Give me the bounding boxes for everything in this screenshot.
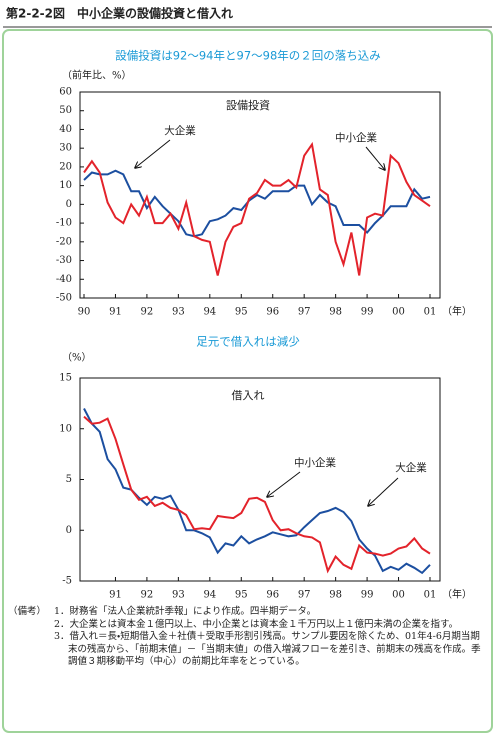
series-line bbox=[83, 415, 431, 574]
x-tick-label: 96 bbox=[266, 307, 279, 318]
y-tick-label: -40 bbox=[56, 274, 72, 285]
y-tick-label: -30 bbox=[56, 255, 72, 266]
x-tick-label: 99 bbox=[361, 307, 374, 318]
x-tick-label: 95 bbox=[235, 307, 248, 318]
y-tick-label: -20 bbox=[56, 236, 72, 247]
x-tick-label: 01 bbox=[424, 590, 437, 601]
inner-title: 設備投資 bbox=[226, 98, 270, 112]
x-tick-label: 91 bbox=[109, 307, 122, 318]
y-tick-label: -10 bbox=[56, 218, 72, 229]
notes-label: （備考） bbox=[8, 606, 47, 617]
panel-frame bbox=[2, 29, 493, 733]
y-axis-label: （前年比、%） bbox=[62, 69, 132, 82]
x-tick-label: 93 bbox=[172, 590, 185, 601]
figure-title: 第2-2-2図 中小企業の設備投資と借入れ bbox=[5, 6, 233, 21]
x-axis-label: （年） bbox=[442, 588, 472, 601]
x-tick-label: 97 bbox=[298, 590, 311, 601]
y-tick-label: 15 bbox=[59, 373, 72, 384]
y-tick-label: 10 bbox=[59, 180, 72, 191]
y-tick-label: 40 bbox=[59, 124, 72, 135]
y-tick-label: -5 bbox=[62, 576, 72, 587]
x-tick-label: 92 bbox=[141, 590, 154, 601]
series-label: 大企業 bbox=[395, 461, 427, 474]
chart-title: 設備投資は92～94年と97～98年の２回の落ち込み bbox=[115, 49, 381, 63]
x-tick-label: 93 bbox=[172, 307, 185, 318]
series-label: 中小企業 bbox=[335, 131, 377, 144]
y-tick-label: 60 bbox=[59, 87, 72, 98]
x-tick-label: 90 bbox=[78, 307, 91, 318]
series-arrow bbox=[135, 139, 171, 168]
y-tick-label: 10 bbox=[59, 423, 72, 434]
y-tick-label: 0 bbox=[66, 525, 72, 536]
note-item: 1．財務省「法人企業統計季報」により作成。四半期データ。 bbox=[54, 606, 317, 617]
y-axis-label: （%） bbox=[62, 352, 92, 364]
chart-title: 足元で借入れは減少 bbox=[196, 335, 300, 349]
y-tick-label: 5 bbox=[66, 474, 72, 485]
x-tick-label: 94 bbox=[203, 307, 216, 318]
x-tick-label: 00 bbox=[392, 590, 405, 601]
note-item: 3．借入れ＝長・短期借入金＋社債＋受取手形割引残高。サンプル要因を除くため、01… bbox=[54, 631, 481, 667]
x-tick-label: 99 bbox=[361, 590, 374, 601]
x-tick-label: 00 bbox=[392, 307, 405, 318]
series-label: 中小企業 bbox=[294, 456, 336, 469]
series-label: 大企業 bbox=[164, 124, 196, 137]
series-arrow bbox=[267, 471, 301, 497]
series-line bbox=[83, 141, 431, 276]
y-tick-label: 20 bbox=[59, 161, 72, 172]
x-tick-label: 98 bbox=[329, 307, 342, 318]
y-tick-label: 30 bbox=[59, 143, 72, 154]
x-axis-label: （年） bbox=[442, 305, 472, 318]
note-item: 2．大企業とは資本金１億円以上、中小企業とは資本金１千万円以上１億円未満の企業を… bbox=[54, 618, 459, 630]
y-tick-label: 50 bbox=[59, 105, 72, 116]
x-tick-label: 91 bbox=[109, 590, 122, 601]
x-tick-label: 92 bbox=[141, 307, 154, 318]
series-arrow bbox=[368, 477, 399, 506]
plot-frame bbox=[79, 91, 441, 299]
x-tick-label: 94 bbox=[203, 590, 216, 601]
x-tick-label: 96 bbox=[266, 590, 279, 601]
x-tick-label: 97 bbox=[298, 307, 311, 318]
inner-title: 借入れ bbox=[232, 389, 265, 402]
series-arrow bbox=[365, 146, 385, 170]
y-tick-label: 0 bbox=[66, 199, 72, 210]
series-line bbox=[83, 169, 431, 238]
x-tick-label: 95 bbox=[235, 590, 248, 601]
x-tick-label: 98 bbox=[329, 590, 342, 601]
x-tick-label: 01 bbox=[424, 307, 437, 318]
notes: （備考） 1．財務省「法人企業統計季報」により作成。四半期データ。 2．大企業とは… bbox=[8, 606, 486, 669]
y-tick-label: -50 bbox=[56, 293, 72, 304]
